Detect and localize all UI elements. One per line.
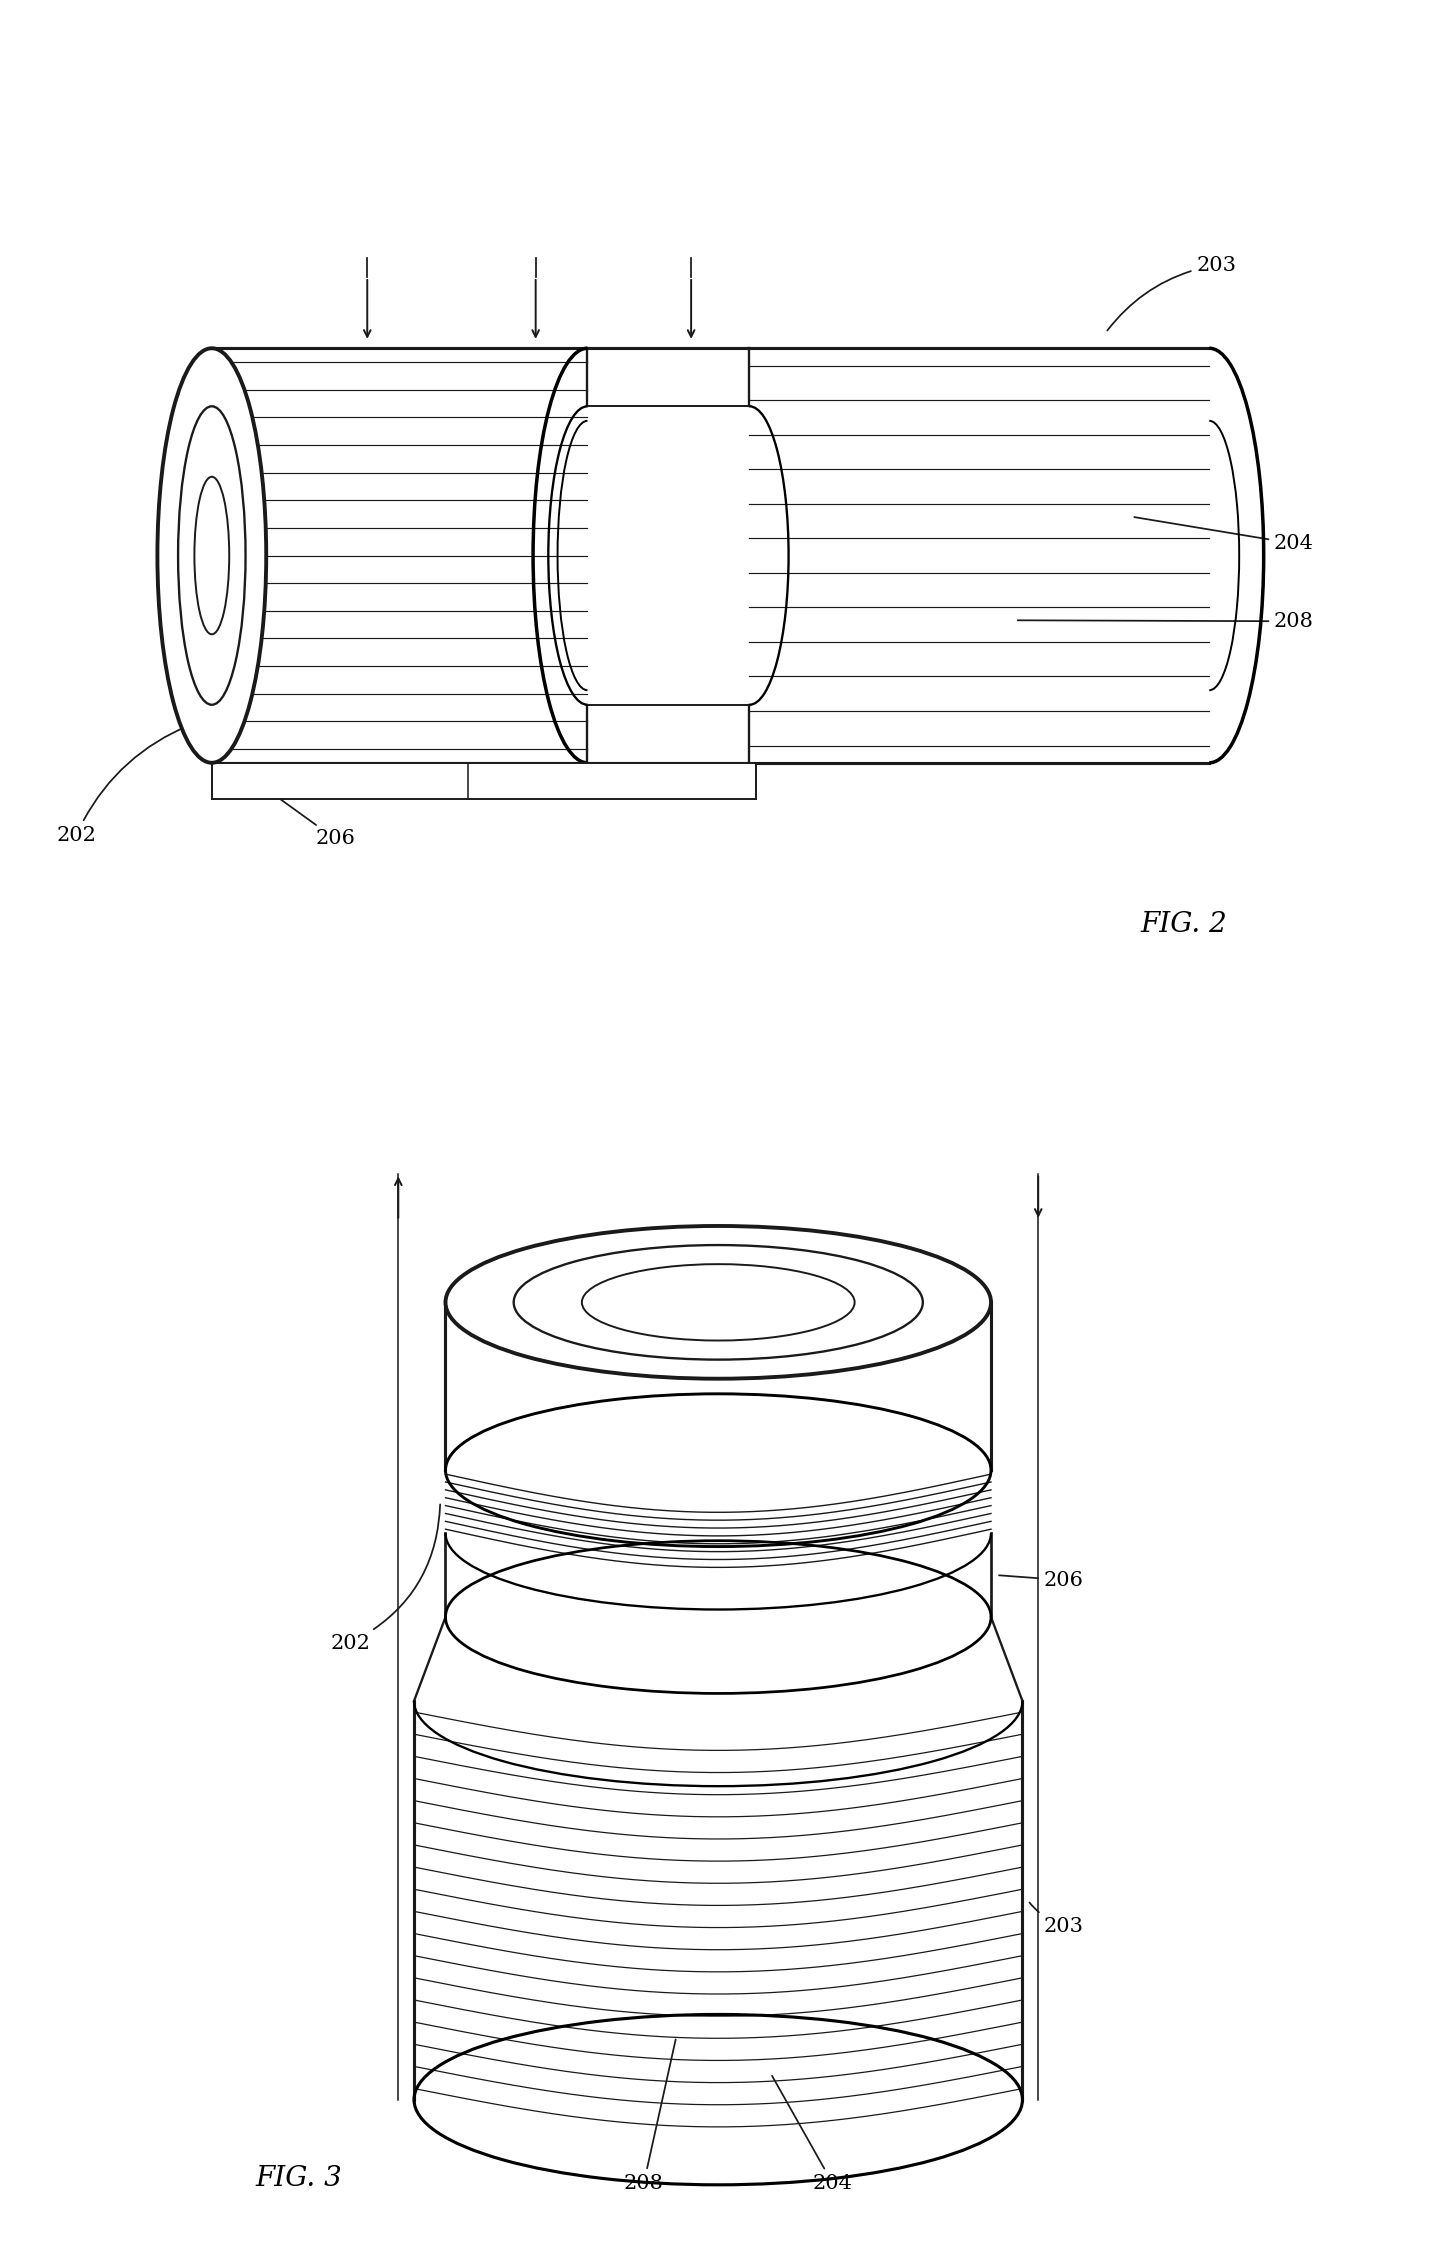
Text: 204: 204 bbox=[1134, 517, 1314, 553]
Text: 204: 204 bbox=[773, 2075, 852, 2192]
Text: 203: 203 bbox=[1029, 1902, 1084, 1936]
Text: 202: 202 bbox=[56, 724, 190, 845]
Ellipse shape bbox=[582, 1263, 855, 1340]
Text: 202: 202 bbox=[330, 1504, 440, 1652]
Ellipse shape bbox=[158, 348, 266, 762]
Bar bbox=[211, 762, 755, 798]
Text: 206: 206 bbox=[279, 798, 356, 847]
Text: FIG. 2: FIG. 2 bbox=[1140, 910, 1227, 937]
Text: 203: 203 bbox=[1107, 256, 1236, 330]
Text: 208: 208 bbox=[1017, 611, 1314, 632]
Ellipse shape bbox=[514, 1245, 923, 1360]
Ellipse shape bbox=[446, 1225, 991, 1378]
Ellipse shape bbox=[194, 477, 229, 634]
Text: 206: 206 bbox=[998, 1571, 1084, 1589]
Text: FIG. 3: FIG. 3 bbox=[255, 2165, 341, 2192]
Ellipse shape bbox=[178, 407, 246, 706]
Text: 208: 208 bbox=[624, 2039, 676, 2192]
